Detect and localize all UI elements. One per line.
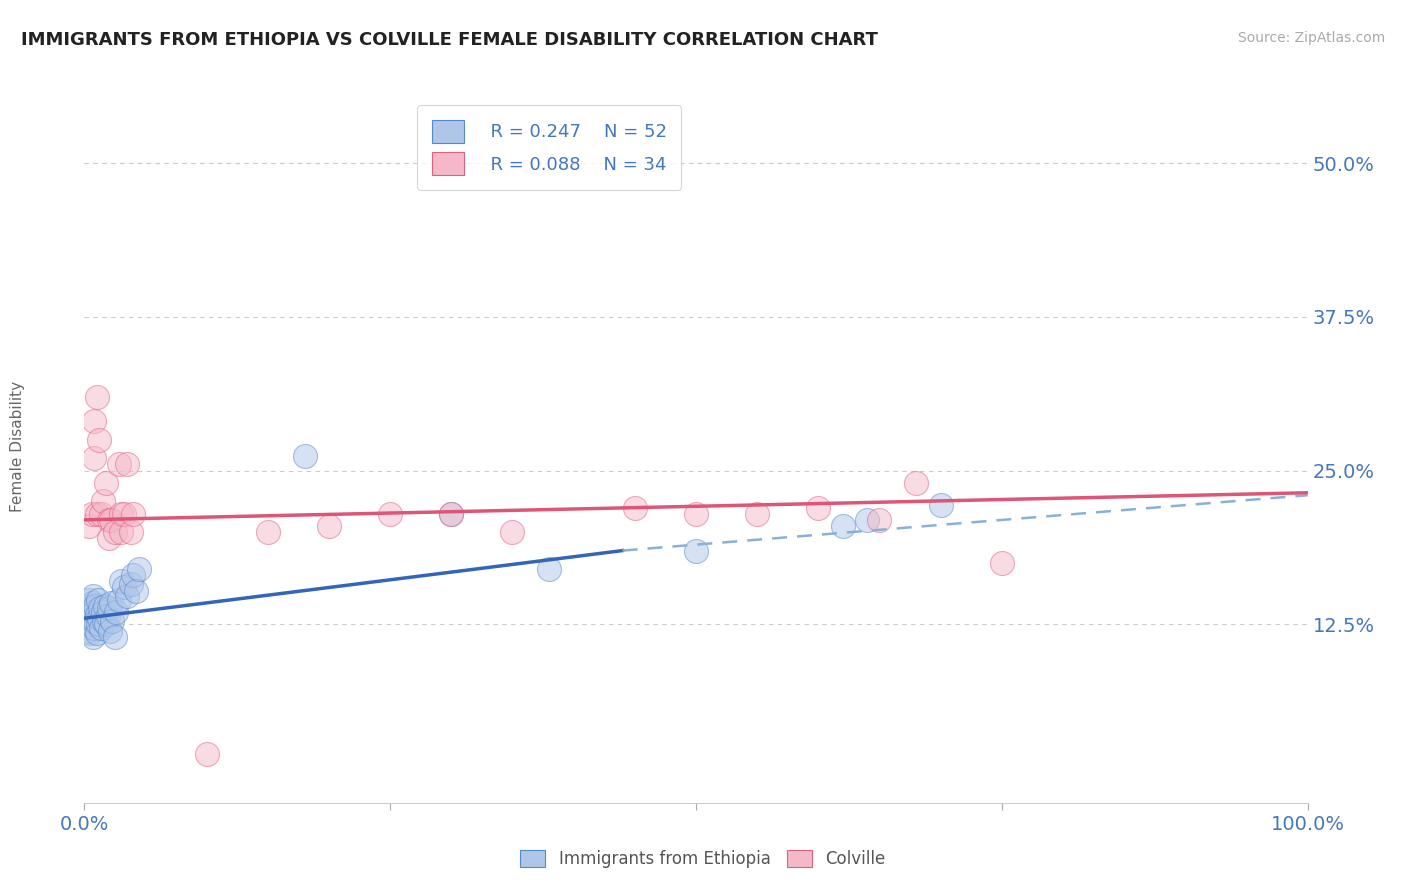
Point [195,747,218,761]
Point [79,626,101,640]
Point [97,601,120,615]
Point [84,615,107,629]
Point [82,630,104,644]
Point [905,475,928,490]
Point [94,599,117,613]
Text: Female Disability: Female Disability [10,380,24,512]
Point [76,599,98,613]
Point [685,543,707,558]
Point [90,507,112,521]
Point [97,531,120,545]
Point [120,525,142,540]
Text: IMMIGRANTS FROM ETHIOPIA VS COLVILLE FEMALE DISABILITY CORRELATION CHART: IMMIGRANTS FROM ETHIOPIA VS COLVILLE FEM… [21,31,877,49]
Point [120,576,142,591]
Point [87,592,110,607]
Point [110,574,132,589]
Point [75,611,97,625]
Point [90,621,112,635]
Legend:   R = 0.247    N = 52,   R = 0.088    N = 34: R = 0.247 N = 52, R = 0.088 N = 34 [418,105,681,190]
Point [97,513,120,527]
Point [77,614,100,628]
Point [104,630,127,644]
Point [87,617,110,632]
Point [294,449,316,463]
Point [685,507,707,521]
Legend: Immigrants from Ethiopia, Colville: Immigrants from Ethiopia, Colville [513,843,893,875]
Point [831,519,853,533]
Point [100,513,122,527]
Point [990,556,1012,570]
Point [115,589,138,603]
Point [538,562,561,576]
Point [97,608,120,623]
Point [77,592,100,607]
Point [89,601,111,615]
Point [86,507,108,521]
Point [747,507,769,521]
Point [105,605,128,619]
Point [80,507,103,521]
Point [87,611,110,625]
Point [257,525,280,540]
Point [83,605,105,619]
Point [83,451,105,466]
Point [82,589,104,603]
Point [501,525,523,540]
Point [82,611,104,625]
Point [100,597,122,611]
Point [83,621,105,635]
Point [110,507,132,521]
Point [84,599,107,613]
Point [87,433,110,447]
Point [91,494,114,508]
Point [112,507,135,521]
Point [79,601,101,615]
Point [79,608,101,623]
Point [624,500,647,515]
Point [128,562,150,576]
Point [77,605,100,619]
Point [440,507,463,521]
Point [115,458,138,472]
Point [929,498,952,512]
Point [107,592,129,607]
Point [856,513,879,527]
Point [807,500,830,515]
Point [80,597,103,611]
Point [440,507,463,521]
Point [83,414,105,428]
Point [76,617,98,632]
Point [86,607,108,622]
Point [96,475,118,490]
Point [869,513,891,527]
Point [318,519,340,533]
Point [122,507,145,521]
Point [77,519,100,533]
Point [107,458,129,472]
Point [101,614,124,628]
Point [77,624,100,638]
Point [96,617,118,632]
Point [86,390,108,404]
Point [98,624,121,638]
Point [122,568,145,582]
Point [93,614,115,628]
Point [110,525,132,540]
Point [91,605,114,619]
Point [80,617,103,632]
Text: Source: ZipAtlas.com: Source: ZipAtlas.com [1237,31,1385,45]
Point [380,507,402,521]
Point [104,525,127,540]
Point [125,584,148,599]
Point [112,581,135,595]
Point [86,626,108,640]
